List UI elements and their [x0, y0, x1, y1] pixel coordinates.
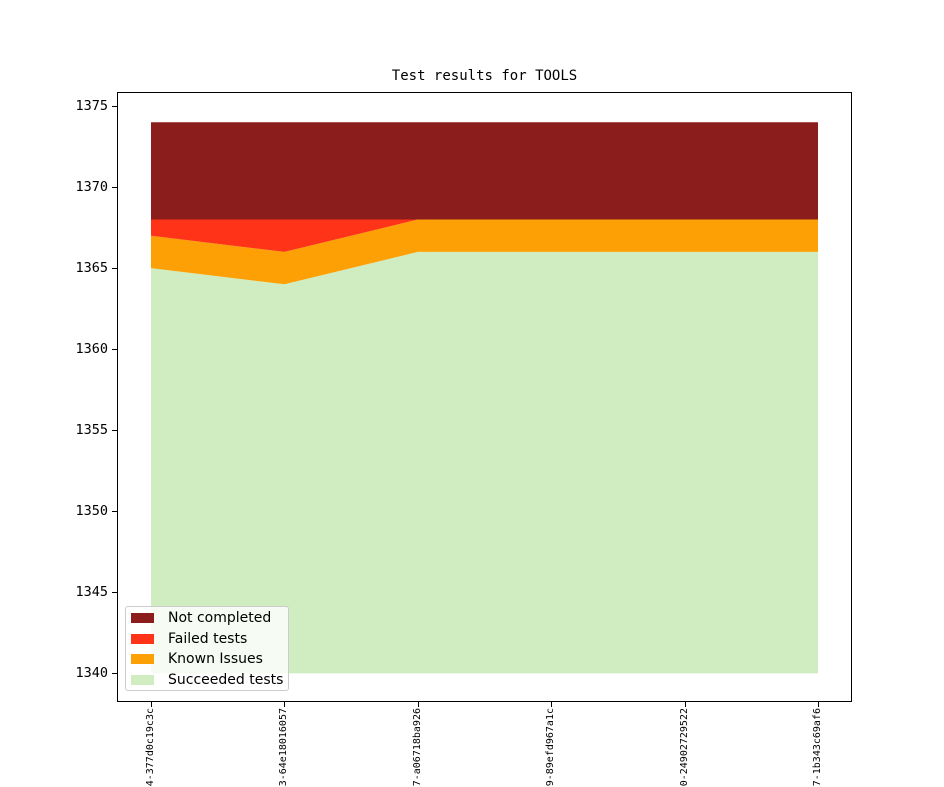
y-tick-label: 1350 — [75, 503, 108, 519]
y-tick-mark — [112, 511, 117, 512]
area-succeeded-tests — [151, 251, 818, 674]
legend-swatch — [131, 654, 154, 665]
y-tick-label: 1360 — [75, 341, 108, 357]
y-tick-mark — [112, 592, 117, 593]
y-tick-mark — [112, 349, 117, 350]
y-tick-label: 1375 — [75, 98, 108, 114]
y-tick-mark — [112, 268, 117, 269]
x-tick-mark — [151, 702, 152, 707]
legend-swatch — [131, 613, 154, 624]
y-tick-label: 1370 — [75, 179, 108, 195]
legend-swatch — [131, 674, 154, 685]
legend-item: Failed tests — [131, 629, 282, 650]
chart-title: Test results for TOOLS — [391, 68, 578, 84]
legend-label: Failed tests — [168, 630, 248, 647]
x-tick-mark — [551, 702, 552, 707]
legend-label: Known Issues — [168, 651, 263, 668]
x-tick-label: 4-377d0c19c3c — [145, 708, 156, 787]
x-tick-mark — [685, 702, 686, 707]
x-tick-label: 0-24902729522 — [679, 708, 690, 787]
x-tick-label: 3-64e18016057 — [278, 708, 289, 787]
y-tick-mark — [112, 673, 117, 674]
x-tick-mark — [284, 702, 285, 707]
y-tick-label: 1345 — [75, 584, 108, 600]
plot-area — [151, 122, 818, 674]
x-tick-label: 7-a06718ba926 — [412, 708, 423, 787]
area-known-issues — [151, 219, 818, 285]
y-tick-mark — [112, 106, 117, 107]
y-tick-mark — [112, 187, 117, 188]
y-tick-mark — [112, 430, 117, 431]
plot-frame — [117, 92, 852, 702]
x-tick-mark — [818, 702, 819, 707]
legend: Not completed Failed tests Known Issues Suc… — [125, 606, 289, 691]
y-tick-label: 1340 — [75, 665, 108, 681]
legend-item: Known Issues — [131, 649, 282, 670]
y-tick-label: 1355 — [75, 422, 108, 438]
legend-label: Succeeded tests — [168, 671, 284, 688]
legend-swatch — [131, 633, 154, 644]
legend-item: Not completed — [131, 608, 282, 629]
area-failed-tests — [151, 219, 818, 252]
y-tick-label: 1365 — [75, 260, 108, 276]
legend-label: Not completed — [168, 610, 272, 627]
area-not-completed — [151, 122, 818, 220]
x-tick-label: 9-89efd967a1c — [545, 708, 556, 787]
x-tick-mark — [418, 702, 419, 707]
x-tick-label: 7-1b343c69af6 — [812, 708, 823, 787]
legend-item: Succeeded tests — [131, 670, 284, 691]
